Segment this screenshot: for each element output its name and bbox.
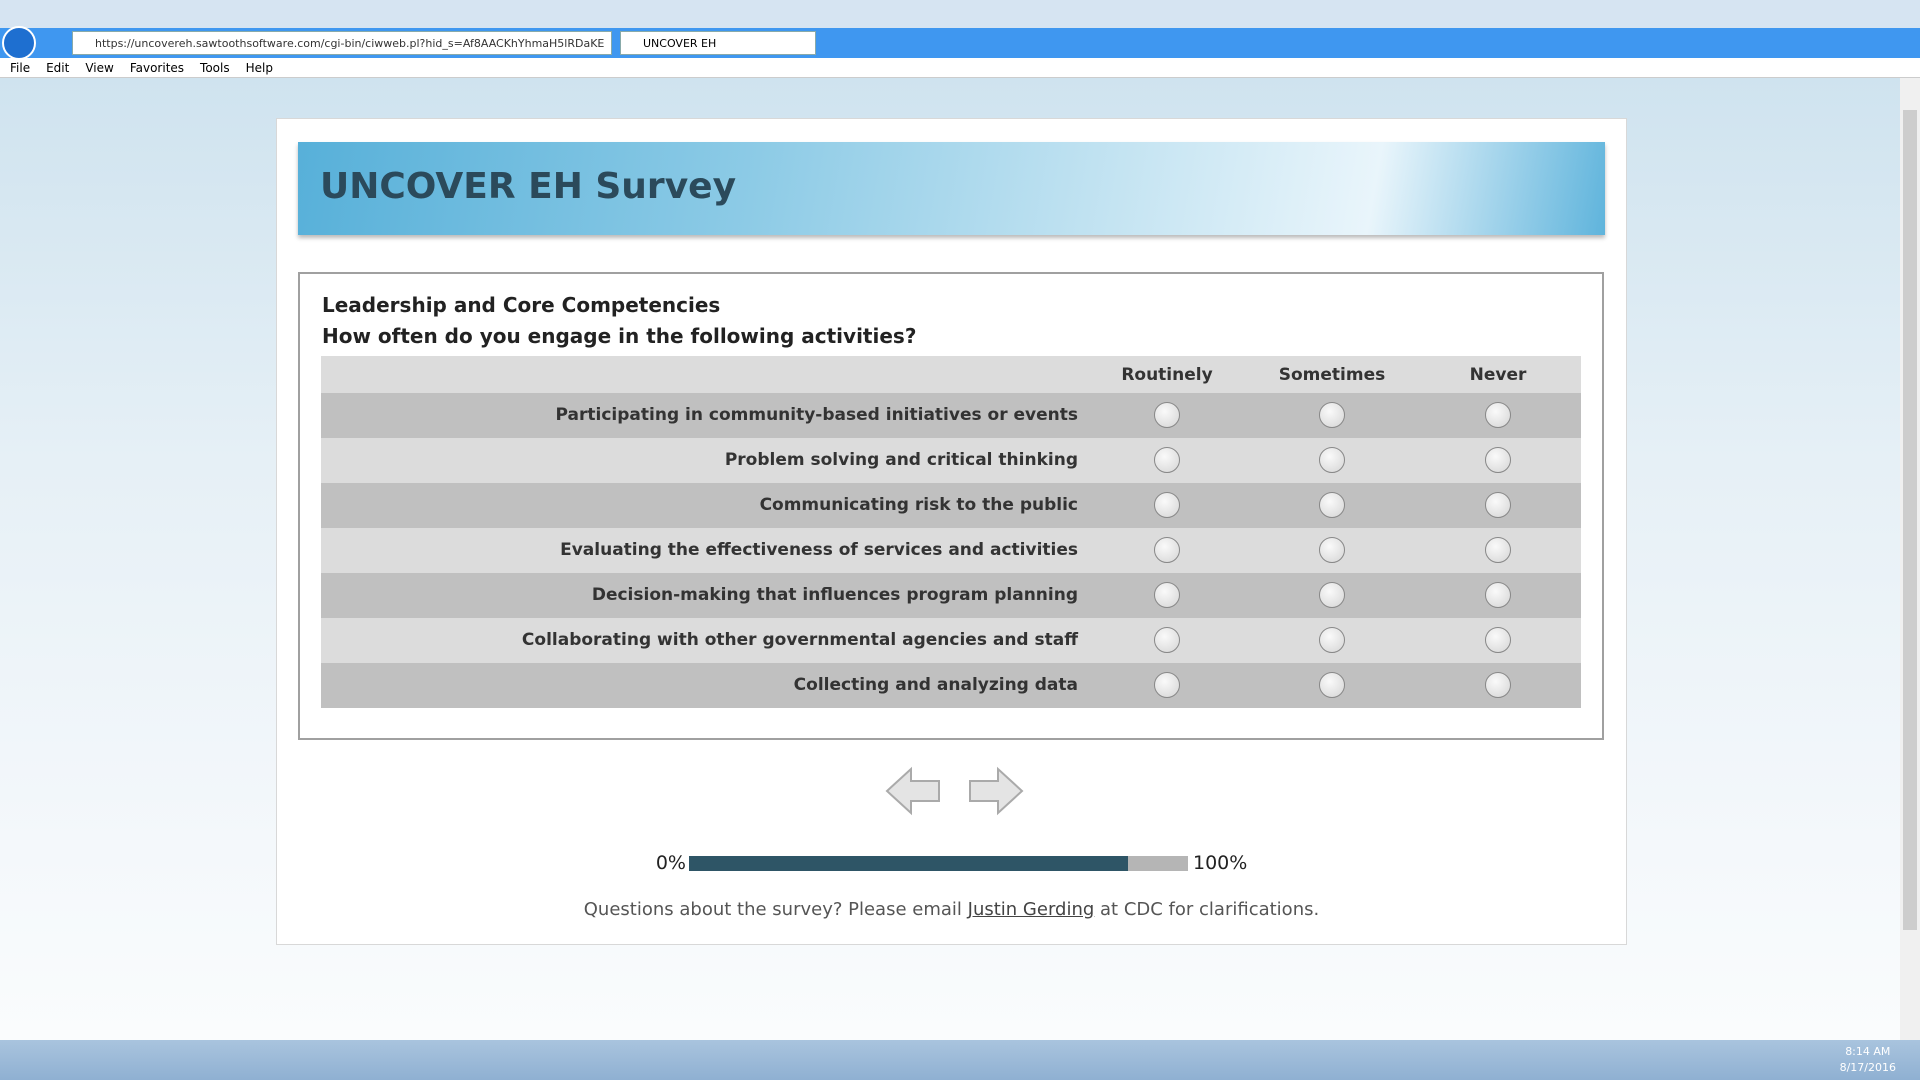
radio-button[interactable] [1319, 582, 1345, 608]
row-label: Collecting and analyzing data [793, 675, 1078, 695]
address-bar[interactable]: https://uncovereh.sawtoothsoftware.com/c… [72, 31, 612, 55]
radio-button[interactable] [1319, 402, 1345, 428]
radio-button[interactable] [1319, 627, 1345, 653]
radio-button[interactable] [1319, 492, 1345, 518]
question-text: How often do you engage in the following… [322, 324, 917, 348]
radio-button[interactable] [1485, 537, 1511, 563]
radio-button[interactable] [1154, 672, 1180, 698]
radio-button[interactable] [1319, 672, 1345, 698]
menu-item[interactable]: Edit [46, 61, 70, 75]
radio-button[interactable] [1154, 582, 1180, 608]
table-row [321, 483, 1581, 528]
header-banner [298, 142, 1605, 235]
table-row [321, 573, 1581, 618]
menu-item[interactable]: File [10, 61, 31, 75]
row-label: Collaborating with other governmental ag… [521, 630, 1078, 650]
progress-fill [689, 856, 1129, 871]
radio-button[interactable] [1485, 402, 1511, 428]
table-row [321, 438, 1581, 483]
progress-start-label: 0% [655, 852, 686, 874]
footer: Questions about the survey? Please email… [276, 899, 1627, 920]
menu-item[interactable]: Favorites [129, 61, 185, 75]
progress-end-label: 100% [1193, 852, 1248, 874]
column-header: Sometimes [1278, 365, 1386, 385]
previous-button[interactable] [885, 766, 941, 816]
radio-button[interactable] [1154, 537, 1180, 563]
menu-item[interactable]: Tools [200, 61, 230, 75]
radio-button[interactable] [1485, 447, 1511, 473]
footer-text: at CDC for clarifications. [1100, 899, 1320, 920]
clock: 8:14 AM 8/17/2016 [1840, 1044, 1896, 1076]
question-box [298, 272, 1604, 740]
column-header: Routinely [1121, 365, 1213, 385]
header-row [321, 356, 1581, 393]
taskbar [0, 1040, 1920, 1080]
back-button[interactable] [2, 26, 36, 60]
time: 8:14 AM [1845, 1045, 1891, 1058]
table-row [321, 663, 1581, 708]
row-label: Communicating risk to the public [759, 495, 1078, 515]
radio-button[interactable] [1154, 447, 1180, 473]
row-label: Evaluating the effectiveness of services… [560, 540, 1078, 560]
next-button[interactable] [968, 766, 1024, 816]
radio-button[interactable] [1485, 672, 1511, 698]
scroll-thumb[interactable] [1903, 110, 1917, 930]
date: 8/17/2016 [1839, 1061, 1896, 1074]
browser-tab[interactable]: UNCOVER EH [620, 31, 816, 55]
menu-item[interactable]: View [85, 61, 114, 75]
footer-text: Questions about the survey? Please email [583, 899, 962, 920]
row-label: Decision-making that influences program … [591, 585, 1078, 605]
radio-button[interactable] [1154, 492, 1180, 518]
row-label: Participating in community-based initiat… [555, 405, 1078, 425]
table-row [321, 618, 1581, 663]
email-link[interactable]: Justin Gerding [967, 899, 1095, 920]
radio-button[interactable] [1154, 402, 1180, 428]
window-titlebar [0, 0, 1920, 30]
radio-button[interactable] [1485, 582, 1511, 608]
radio-button[interactable] [1319, 537, 1345, 563]
table-row [321, 393, 1581, 438]
table-row [321, 528, 1581, 573]
menu-item[interactable]: Help [245, 61, 273, 75]
radio-button[interactable] [1485, 492, 1511, 518]
radio-button[interactable] [1485, 627, 1511, 653]
menu-bar: File Edit View Favorites Tools Help [0, 58, 1920, 78]
row-label: Problem solving and critical thinking [724, 450, 1078, 470]
radio-button[interactable] [1319, 447, 1345, 473]
radio-button[interactable] [1154, 627, 1180, 653]
column-header: Never [1469, 365, 1527, 385]
survey-title: UNCOVER EH Survey [320, 166, 737, 207]
section-heading: Leadership and Core Competencies [322, 293, 721, 317]
